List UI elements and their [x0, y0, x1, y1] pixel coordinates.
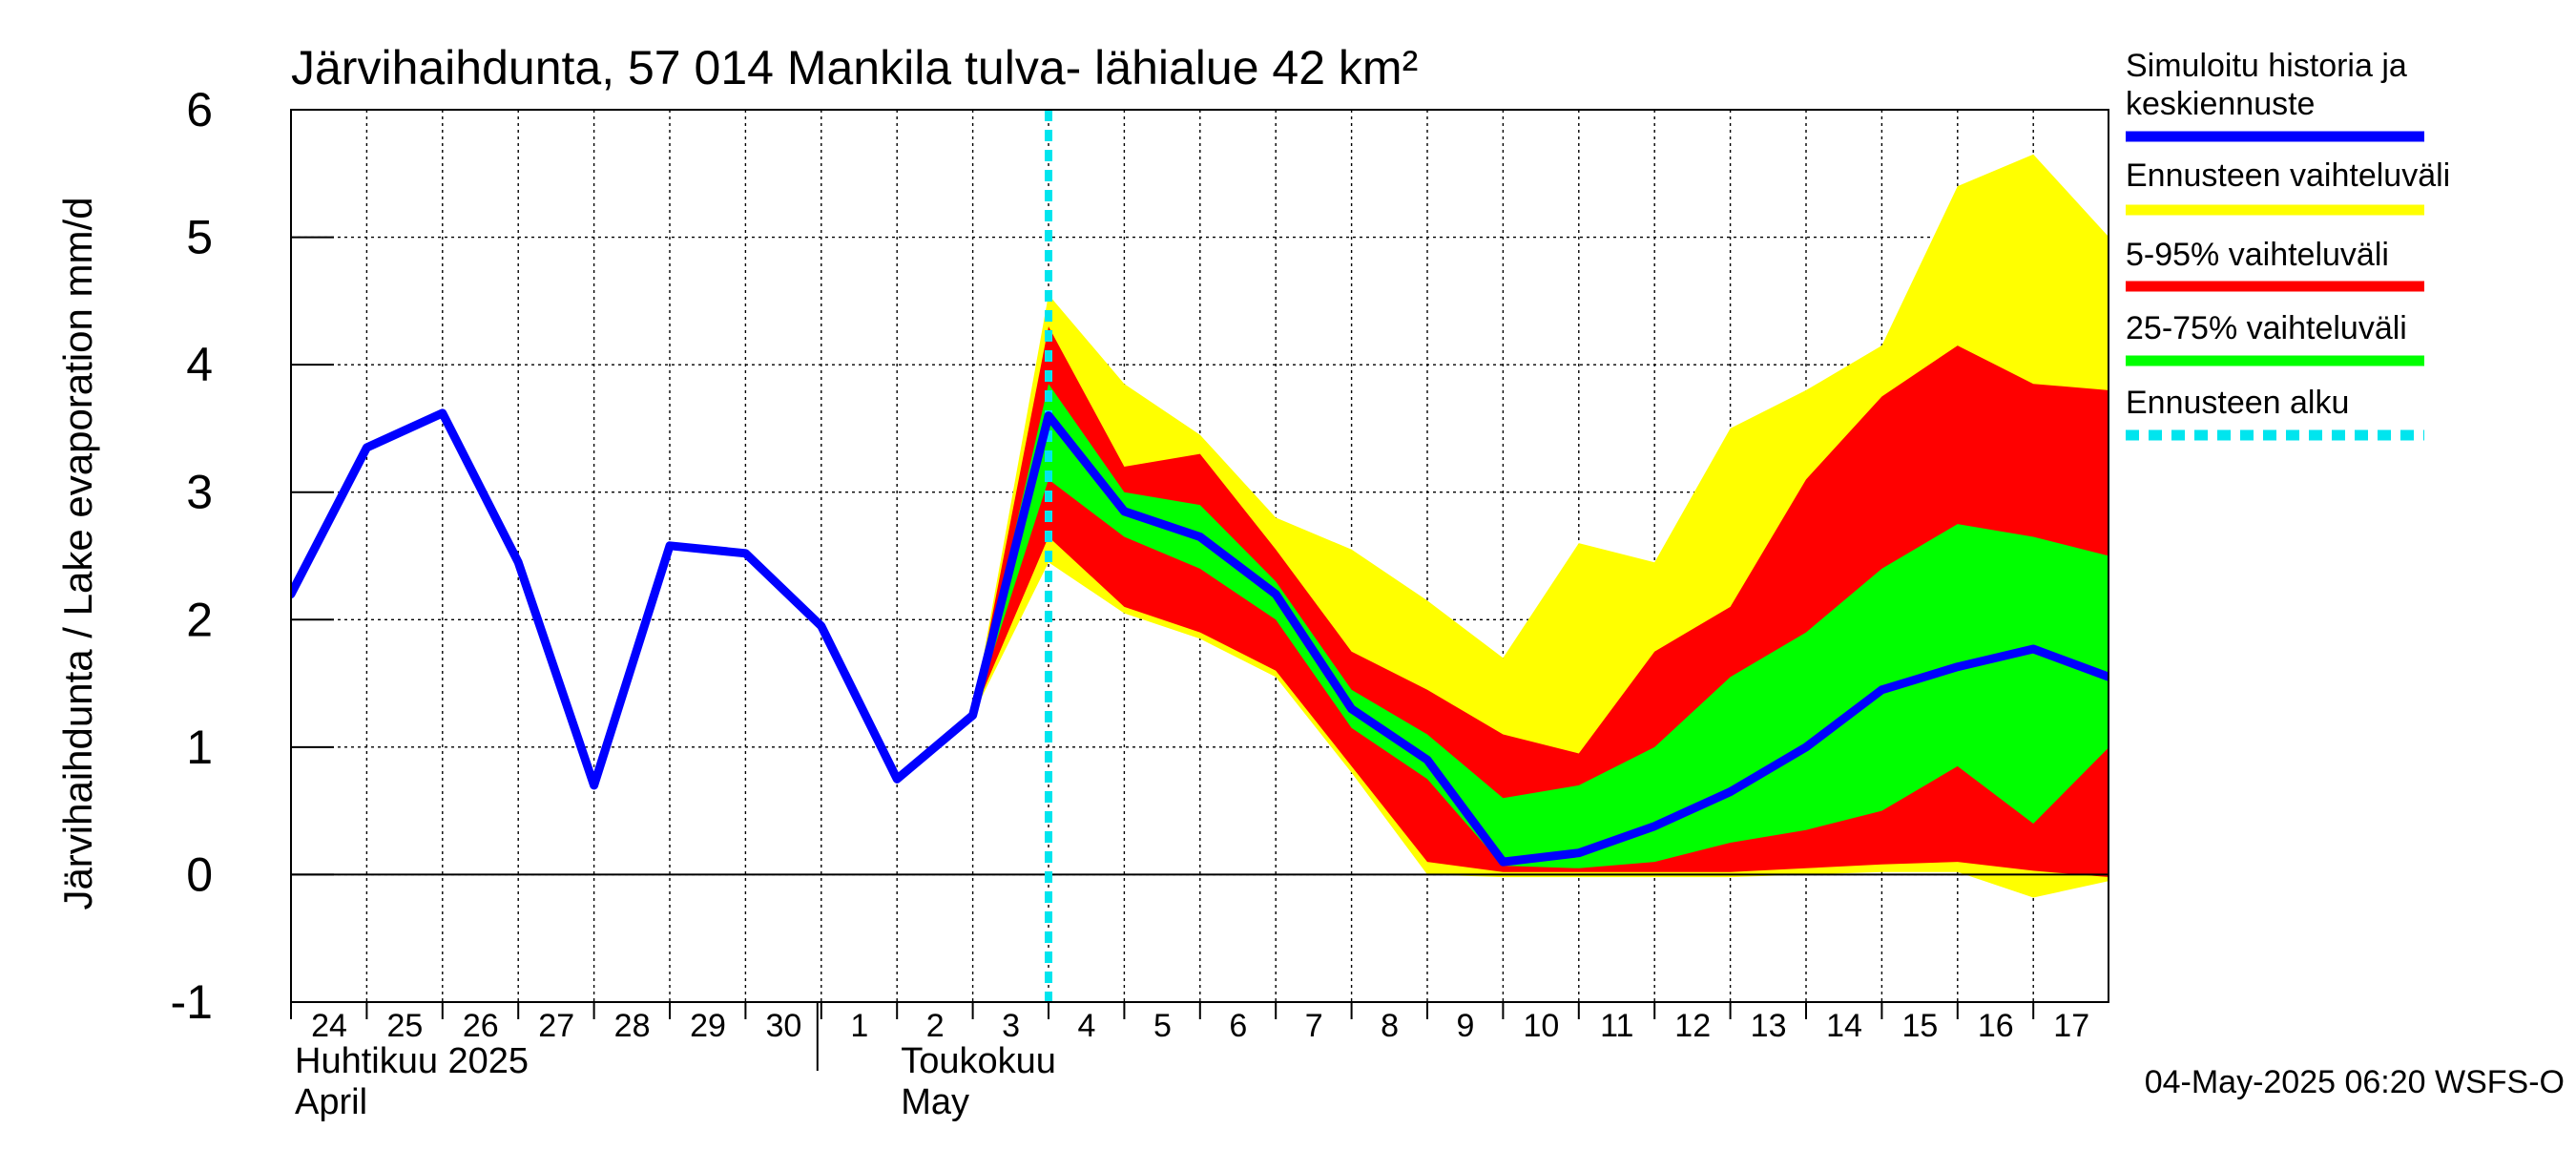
month-label-en: April	[295, 1082, 367, 1122]
x-tick-label: 17	[2053, 1008, 2089, 1044]
band-25-75-vaihteluv-li	[972, 384, 2109, 868]
y-tick-label: 4	[186, 338, 213, 391]
x-tick-label: 6	[1229, 1008, 1247, 1044]
x-tick-label: 26	[463, 1008, 499, 1044]
month-label-en: May	[901, 1082, 969, 1122]
main-line-group	[291, 408, 2109, 867]
legend-label: Ennusteen alku	[2126, 385, 2349, 421]
x-tick-label: 13	[1751, 1008, 1787, 1044]
legend-label: Ennusteen vaihteluväli	[2126, 157, 2450, 194]
x-tick-label: 30	[765, 1008, 801, 1044]
x-tick-label: 16	[1978, 1008, 2014, 1044]
chart-title: Järvihaihdunta, 57 014 Mankila tulva- lä…	[291, 41, 1418, 94]
x-tick-label: 9	[1457, 1008, 1475, 1044]
x-tick-label: 11	[1600, 1008, 1633, 1044]
x-tick-label: 3	[1002, 1008, 1020, 1044]
month-label: Toukokuu	[901, 1041, 1056, 1081]
footer-timestamp: 04-May-2025 06:20 WSFS-O	[2145, 1064, 2565, 1100]
forecast-bands	[972, 154, 2109, 898]
x-tick-label: 10	[1523, 1008, 1559, 1044]
x-tick-label: 8	[1381, 1008, 1399, 1044]
legend-label: Simuloitu historia ja	[2126, 48, 2407, 84]
x-tick-label: 28	[614, 1008, 651, 1044]
x-tick-label: 4	[1078, 1008, 1096, 1044]
y-tick-label: 2	[186, 593, 213, 646]
x-tick-label: 24	[311, 1008, 347, 1044]
x-tick-label: 1	[850, 1008, 868, 1044]
x-tick-label: 7	[1305, 1008, 1323, 1044]
y-tick-label: 3	[186, 466, 213, 519]
x-tick-label: 29	[690, 1008, 726, 1044]
x-tick-label: 2	[926, 1008, 945, 1044]
month-label: Huhtikuu 2025	[295, 1041, 529, 1081]
legend-label: keskiennuste	[2126, 86, 2315, 122]
x-tick-label: 14	[1826, 1008, 1862, 1044]
y-tick-label: 5	[186, 211, 213, 264]
y-tick-label: -1	[171, 975, 213, 1029]
legend-label: 25-75% vaihteluväli	[2126, 310, 2407, 346]
x-tick-label: 5	[1153, 1008, 1172, 1044]
y-axis-label: Järvihaihdunta / Lake evaporation mm/d	[55, 197, 100, 910]
y-tick-label: 1	[186, 721, 213, 774]
x-tick-label: 27	[538, 1008, 574, 1044]
y-tick-label: 6	[186, 83, 213, 136]
x-tick-label: 15	[1901, 1008, 1938, 1044]
series-line-median	[291, 408, 2109, 867]
x-tick-label: 12	[1674, 1008, 1711, 1044]
y-tick-label: 0	[186, 847, 213, 901]
legend-label: 5-95% vaihteluväli	[2126, 237, 2389, 273]
x-tick-label: 25	[386, 1008, 423, 1044]
